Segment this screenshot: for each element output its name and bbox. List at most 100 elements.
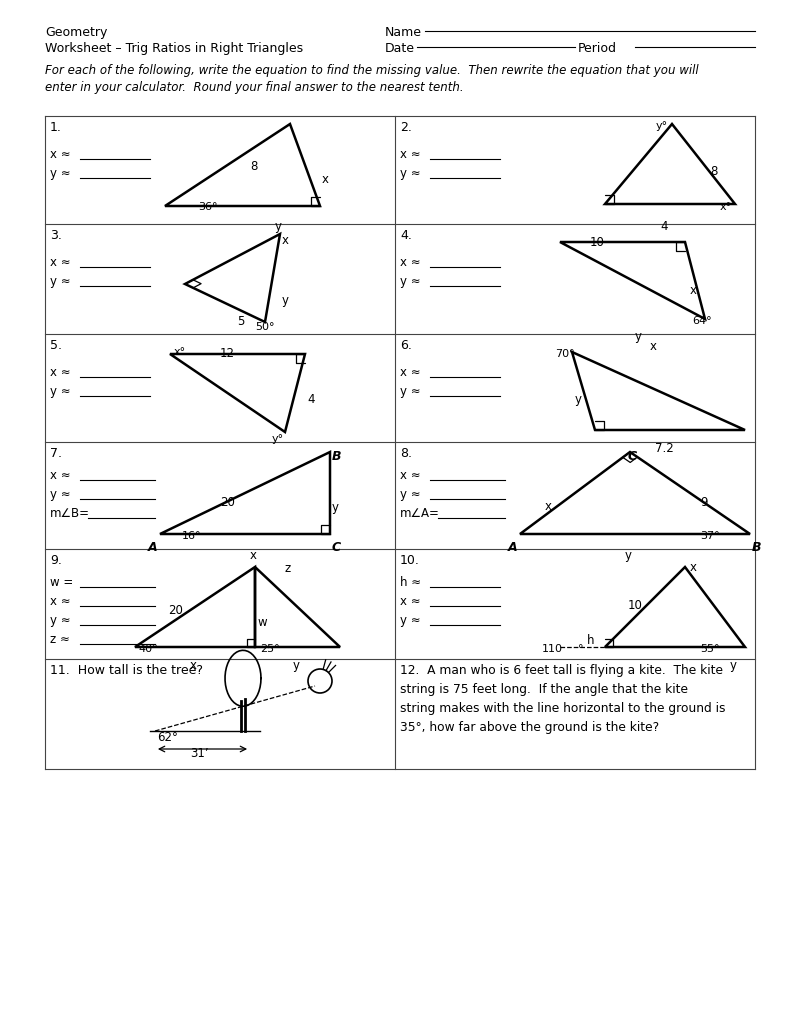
Text: Geometry: Geometry bbox=[45, 26, 108, 39]
Text: 6.: 6. bbox=[400, 339, 412, 352]
Text: y ≈: y ≈ bbox=[50, 167, 70, 180]
Text: x ≈: x ≈ bbox=[400, 366, 421, 379]
Text: enter in your calculator.  Round your final answer to the nearest tenth.: enter in your calculator. Round your fin… bbox=[45, 81, 464, 94]
Text: 8.: 8. bbox=[400, 447, 412, 460]
Text: 2.: 2. bbox=[400, 121, 412, 134]
Text: °: ° bbox=[578, 644, 584, 654]
Text: C: C bbox=[332, 541, 341, 554]
Text: 12.  A man who is 6 feet tall is flying a kite.  The kite: 12. A man who is 6 feet tall is flying a… bbox=[400, 664, 723, 677]
Text: 11.  How tall is the tree?: 11. How tall is the tree? bbox=[50, 664, 203, 677]
Text: x ≈: x ≈ bbox=[50, 366, 70, 379]
Text: 10.: 10. bbox=[400, 554, 420, 567]
Text: x: x bbox=[690, 561, 697, 574]
Text: 9: 9 bbox=[700, 496, 707, 509]
Text: 1.: 1. bbox=[50, 121, 62, 134]
Text: 40°: 40° bbox=[138, 644, 157, 654]
Text: h ≈: h ≈ bbox=[400, 575, 421, 589]
Text: 35°, how far above the ground is the kite?: 35°, how far above the ground is the kit… bbox=[400, 721, 659, 734]
Text: y: y bbox=[332, 501, 339, 513]
Text: w =: w = bbox=[50, 575, 74, 589]
Text: y: y bbox=[575, 393, 582, 406]
Text: y ≈: y ≈ bbox=[50, 488, 70, 501]
Text: y: y bbox=[625, 549, 632, 562]
Text: 64°: 64° bbox=[692, 316, 712, 326]
Text: m∠B=: m∠B= bbox=[50, 507, 90, 520]
Text: x ≈: x ≈ bbox=[50, 595, 70, 608]
Text: z ≈: z ≈ bbox=[50, 633, 70, 646]
Text: 7.2: 7.2 bbox=[655, 442, 674, 455]
Text: B: B bbox=[332, 450, 342, 463]
Text: y ≈: y ≈ bbox=[400, 385, 421, 398]
Text: 10: 10 bbox=[628, 599, 643, 612]
Text: y: y bbox=[282, 294, 289, 307]
Text: h: h bbox=[587, 634, 595, 647]
Text: y°: y° bbox=[272, 434, 284, 444]
Text: 5.: 5. bbox=[50, 339, 62, 352]
Text: 20: 20 bbox=[220, 496, 235, 509]
Text: 12: 12 bbox=[220, 347, 235, 360]
Text: x: x bbox=[650, 340, 657, 353]
Text: x: x bbox=[282, 234, 289, 247]
Text: 8: 8 bbox=[710, 165, 717, 178]
Text: 36°: 36° bbox=[198, 202, 218, 212]
Text: Period: Period bbox=[578, 42, 617, 55]
Text: B: B bbox=[752, 541, 762, 554]
Text: y ≈: y ≈ bbox=[400, 614, 421, 627]
Text: x: x bbox=[690, 284, 697, 297]
Text: 31’: 31’ bbox=[190, 746, 209, 760]
Text: 4: 4 bbox=[660, 220, 668, 233]
Text: x ≈: x ≈ bbox=[50, 256, 70, 269]
Text: 4: 4 bbox=[307, 393, 315, 406]
Text: w: w bbox=[258, 616, 267, 629]
Text: y: y bbox=[293, 659, 300, 672]
Text: y: y bbox=[730, 659, 737, 672]
Text: Name: Name bbox=[385, 26, 422, 39]
Text: Date: Date bbox=[385, 42, 415, 55]
Text: A: A bbox=[148, 541, 157, 554]
Text: y ≈: y ≈ bbox=[400, 488, 421, 501]
Text: x ≈: x ≈ bbox=[400, 256, 421, 269]
Text: y ≈: y ≈ bbox=[50, 275, 70, 288]
Text: y: y bbox=[635, 330, 642, 343]
Text: C: C bbox=[628, 450, 637, 463]
Text: 7.: 7. bbox=[50, 447, 62, 460]
Text: x ≈: x ≈ bbox=[50, 469, 70, 482]
Text: 9.: 9. bbox=[50, 554, 62, 567]
Text: y°: y° bbox=[656, 121, 668, 131]
Text: y ≈: y ≈ bbox=[50, 614, 70, 627]
Text: m∠A=: m∠A= bbox=[400, 507, 440, 520]
Text: x: x bbox=[545, 501, 552, 513]
Text: y: y bbox=[275, 220, 282, 233]
Text: x: x bbox=[250, 549, 257, 562]
Text: 10: 10 bbox=[590, 236, 605, 249]
Text: 4.: 4. bbox=[400, 229, 412, 242]
Text: x ≈: x ≈ bbox=[400, 148, 421, 161]
Text: For each of the following, write the equation to find the missing value.  Then r: For each of the following, write the equ… bbox=[45, 63, 698, 77]
Text: 50°: 50° bbox=[255, 322, 274, 332]
Text: 62°: 62° bbox=[157, 731, 178, 744]
Text: x ≈: x ≈ bbox=[400, 469, 421, 482]
Text: y ≈: y ≈ bbox=[400, 167, 421, 180]
Text: x°: x° bbox=[720, 202, 732, 212]
Text: 37°: 37° bbox=[700, 531, 720, 541]
Text: 110: 110 bbox=[542, 644, 563, 654]
Text: y ≈: y ≈ bbox=[50, 385, 70, 398]
Text: string is 75 feet long.  If the angle that the kite: string is 75 feet long. If the angle tha… bbox=[400, 683, 688, 696]
Text: 3.: 3. bbox=[50, 229, 62, 242]
Text: x°: x° bbox=[174, 347, 186, 357]
Text: x ≈: x ≈ bbox=[50, 148, 70, 161]
Text: Worksheet – Trig Ratios in Right Triangles: Worksheet – Trig Ratios in Right Triangl… bbox=[45, 42, 303, 55]
Text: 8: 8 bbox=[250, 160, 257, 173]
Text: A: A bbox=[508, 541, 517, 554]
Text: x: x bbox=[322, 173, 329, 186]
Text: string makes with the line horizontal to the ground is: string makes with the line horizontal to… bbox=[400, 702, 725, 715]
Text: x ≈: x ≈ bbox=[400, 595, 421, 608]
Text: 25°: 25° bbox=[260, 644, 280, 654]
Text: 55°: 55° bbox=[700, 644, 720, 654]
Text: x: x bbox=[190, 659, 197, 672]
Text: 20: 20 bbox=[168, 604, 183, 617]
Text: 5: 5 bbox=[237, 315, 244, 328]
Text: 70°: 70° bbox=[555, 349, 574, 359]
Text: 16°: 16° bbox=[182, 531, 202, 541]
Text: y ≈: y ≈ bbox=[400, 275, 421, 288]
